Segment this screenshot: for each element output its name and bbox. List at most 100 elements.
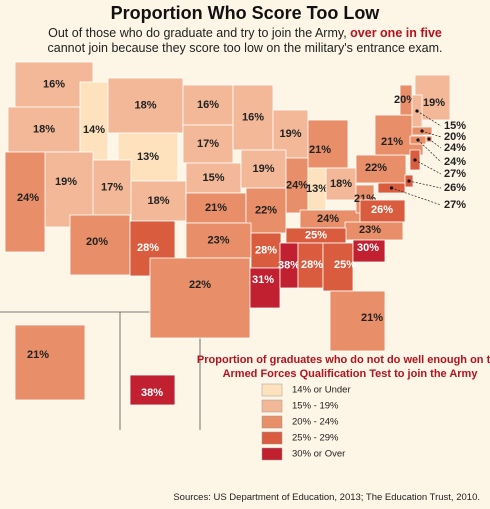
state-label: 21% <box>381 136 403 148</box>
state <box>185 162 242 194</box>
callout-line <box>416 110 442 127</box>
callout-dot <box>407 179 411 183</box>
state-label: 30% <box>357 242 379 254</box>
state-label: 15% <box>202 172 224 184</box>
state-label: 25% <box>334 259 356 271</box>
state-label: 18% <box>33 123 55 135</box>
state-label: 27% <box>444 199 466 211</box>
state-label: 14% <box>83 124 105 136</box>
callout-line <box>414 159 442 175</box>
state <box>329 290 386 352</box>
callout-line <box>391 187 442 206</box>
state <box>249 267 281 309</box>
state <box>245 187 287 234</box>
state <box>79 81 109 161</box>
state-label: 28% <box>137 242 159 254</box>
state-label: 24% <box>317 213 339 225</box>
state <box>149 257 251 339</box>
state-label: 13% <box>306 183 328 195</box>
state-label: 23% <box>207 234 229 246</box>
callout-line <box>417 139 442 163</box>
legend-title: Proportion of graduates who do not do we… <box>197 354 490 380</box>
state <box>14 324 86 401</box>
legend-swatch <box>261 415 283 429</box>
legend-label: 15% - 19% <box>292 401 339 412</box>
state <box>7 106 81 153</box>
state <box>92 159 132 216</box>
callout-dot <box>420 129 424 133</box>
state-label: 38% <box>278 259 300 271</box>
state-label: 16% <box>43 78 65 90</box>
state-label: 21% <box>205 202 227 214</box>
legend-label: 14% or Under <box>292 385 351 396</box>
state-label: 17% <box>101 181 123 193</box>
state-label: 31% <box>252 274 274 286</box>
state-label: 21% <box>27 349 49 361</box>
subtitle-highlight: over one in five <box>350 26 442 40</box>
state <box>185 222 252 259</box>
callout-line <box>428 138 442 149</box>
state-label: 21% <box>361 312 383 324</box>
state <box>355 154 407 184</box>
state-label: 22% <box>189 279 211 291</box>
callout-dot <box>416 138 420 142</box>
state-label: 24% <box>444 142 466 154</box>
callout-dot <box>413 158 417 162</box>
state-label: 26% <box>371 204 393 216</box>
state <box>44 151 94 228</box>
legend-swatch <box>261 399 283 413</box>
state-label: 24% <box>444 156 466 168</box>
legend-label: 30% or Over <box>292 449 345 460</box>
state <box>352 239 386 263</box>
subtitle-text: cannot join because they score too low o… <box>47 41 443 55</box>
state-label: 19% <box>55 176 77 188</box>
subtitle-text: Out of those who do graduate and try to … <box>48 26 347 40</box>
state-label: 26% <box>444 182 466 194</box>
state-label: 24% <box>17 192 39 204</box>
state-label: 20% <box>444 131 466 143</box>
legend-swatch <box>261 431 283 445</box>
source: Sources: US Department of Education, 201… <box>173 492 480 503</box>
state-label: 38% <box>141 387 163 399</box>
state-label: 19% <box>423 97 445 109</box>
state-label: 22% <box>365 162 387 174</box>
callout-dot <box>415 109 419 113</box>
state-label: 24% <box>286 179 308 191</box>
state <box>69 214 131 276</box>
callout-dot <box>427 137 431 141</box>
state-label: 13% <box>137 151 159 163</box>
state <box>107 77 184 134</box>
state-label: 17% <box>197 138 219 150</box>
state-label: 16% <box>242 111 264 123</box>
state-label: 25% <box>305 229 327 241</box>
state <box>325 167 357 201</box>
state-label: 22% <box>255 204 277 216</box>
state <box>130 180 187 222</box>
callout-line <box>408 180 442 189</box>
state-label: 15% <box>444 120 466 132</box>
state <box>250 232 282 269</box>
state-label: 28% <box>301 259 323 271</box>
state-label: 19% <box>279 128 301 140</box>
state <box>185 192 247 224</box>
state-label: 27% <box>444 168 466 180</box>
state-label: 20% <box>86 236 108 248</box>
state-label: 18% <box>134 99 156 111</box>
subtitle: Out of those who do graduate and try to … <box>30 26 460 56</box>
state <box>322 242 354 292</box>
state-label: 18% <box>147 195 169 207</box>
state-label: 19% <box>252 163 274 175</box>
callout-dot <box>389 186 394 190</box>
state <box>297 242 324 289</box>
state <box>232 84 274 151</box>
legend-swatch <box>261 383 283 397</box>
title: Proportion Who Score Too Low <box>110 3 380 23</box>
state-label: 23% <box>359 224 381 236</box>
state-label: 20% <box>394 94 416 106</box>
state-label: 16% <box>197 99 219 111</box>
state-label: 18% <box>330 178 352 190</box>
state-label: 28% <box>255 244 277 256</box>
legend-label: 25% - 29% <box>292 433 339 444</box>
